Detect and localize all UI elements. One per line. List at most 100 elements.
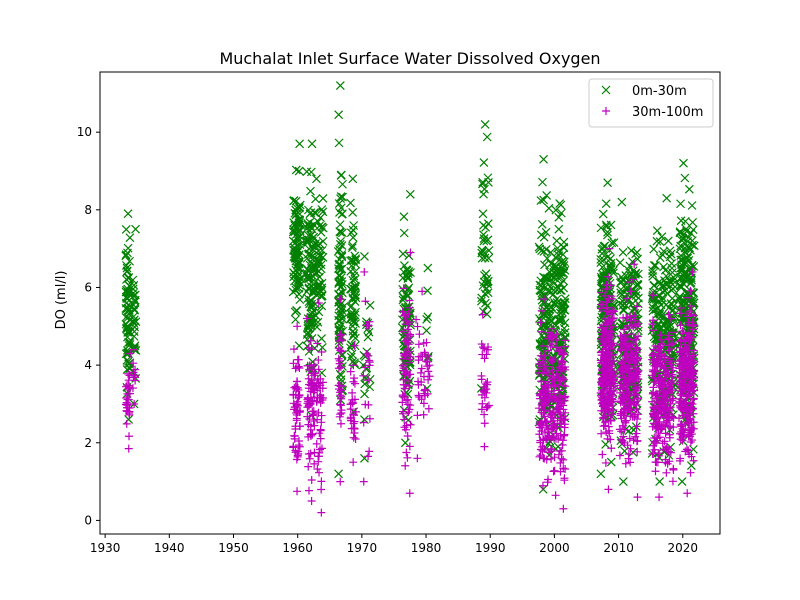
data-point — [400, 415, 409, 424]
data-point — [668, 276, 678, 286]
data-point — [550, 355, 559, 364]
data-point — [302, 335, 312, 344]
legend-marker-30m-100m — [602, 107, 610, 115]
data-point — [483, 380, 492, 389]
data-point — [129, 331, 139, 341]
data-point — [317, 222, 327, 232]
data-point — [675, 364, 684, 373]
data-point — [130, 290, 140, 300]
data-point — [550, 273, 559, 283]
data-point — [685, 371, 694, 380]
legend-label-0m-30m: 0m-30m — [632, 84, 687, 99]
data-point — [664, 331, 673, 340]
data-point — [121, 382, 130, 391]
data-point — [689, 424, 698, 433]
data-point — [630, 314, 639, 323]
data-point — [289, 345, 298, 354]
data-point — [683, 362, 692, 371]
data-point — [677, 386, 686, 395]
data-point — [535, 404, 544, 413]
data-point — [335, 220, 345, 230]
data-point — [620, 364, 629, 373]
data-point — [315, 429, 324, 438]
data-point — [480, 289, 490, 299]
data-point — [656, 425, 665, 434]
data-point — [125, 432, 134, 441]
data-point — [419, 399, 428, 408]
data-point — [634, 319, 643, 328]
data-point — [632, 437, 641, 446]
data-point — [294, 245, 304, 255]
data-point — [626, 246, 636, 255]
data-point — [616, 276, 626, 286]
data-point — [304, 343, 313, 352]
data-point — [307, 476, 316, 485]
data-point — [294, 215, 304, 225]
data-point — [537, 219, 547, 229]
data-point — [313, 415, 322, 424]
x-tick-label: 2000 — [539, 541, 570, 555]
data-point — [302, 237, 312, 247]
data-point — [399, 409, 408, 418]
data-point — [351, 259, 361, 269]
data-point — [122, 267, 132, 277]
data-point — [310, 241, 320, 251]
data-point — [649, 351, 658, 360]
data-point — [317, 444, 326, 453]
data-point — [414, 391, 423, 400]
data-point — [544, 203, 554, 213]
data-point — [597, 395, 606, 404]
data-point — [336, 281, 346, 291]
data-point — [684, 431, 693, 440]
data-point — [404, 338, 413, 347]
data-point — [633, 254, 643, 264]
data-point — [634, 375, 643, 384]
data-point — [648, 397, 657, 406]
data-point — [314, 257, 324, 267]
data-point — [425, 361, 434, 370]
data-point — [399, 228, 409, 238]
data-point — [542, 367, 551, 376]
data-point — [125, 256, 135, 266]
data-point — [312, 322, 322, 332]
data-point — [632, 302, 641, 311]
data-point — [689, 358, 698, 367]
data-point — [601, 377, 610, 386]
data-point — [687, 430, 696, 439]
data-point — [406, 248, 415, 257]
data-point — [543, 323, 553, 333]
chart-title: Muchalat Inlet Surface Water Dissolved O… — [219, 49, 600, 68]
data-point — [546, 332, 555, 341]
data-point — [483, 288, 493, 298]
data-point — [307, 497, 316, 505]
data-point — [605, 244, 614, 253]
data-point — [626, 316, 635, 325]
data-point — [625, 395, 634, 404]
data-point — [559, 415, 568, 424]
data-point — [306, 430, 315, 439]
data-point — [629, 397, 638, 406]
data-point — [630, 398, 639, 407]
data-point — [305, 217, 315, 227]
data-point — [649, 316, 658, 325]
data-point — [676, 309, 685, 318]
data-point — [682, 392, 691, 401]
data-point — [295, 277, 304, 287]
data-point — [663, 405, 672, 414]
data-point — [403, 272, 413, 282]
data-point — [402, 448, 411, 457]
data-point — [123, 389, 132, 398]
data-point — [546, 248, 556, 257]
data-point — [559, 381, 568, 390]
data-point — [318, 378, 327, 387]
data-point — [658, 250, 667, 260]
data-point — [556, 364, 565, 373]
data-point — [360, 267, 369, 276]
data-point — [413, 411, 422, 420]
data-point — [414, 352, 423, 361]
data-point — [312, 397, 321, 406]
data-point — [665, 433, 674, 442]
data-point — [540, 273, 550, 283]
legend: 0m-30m 30m-100m — [588, 78, 714, 128]
data-point — [601, 362, 610, 371]
